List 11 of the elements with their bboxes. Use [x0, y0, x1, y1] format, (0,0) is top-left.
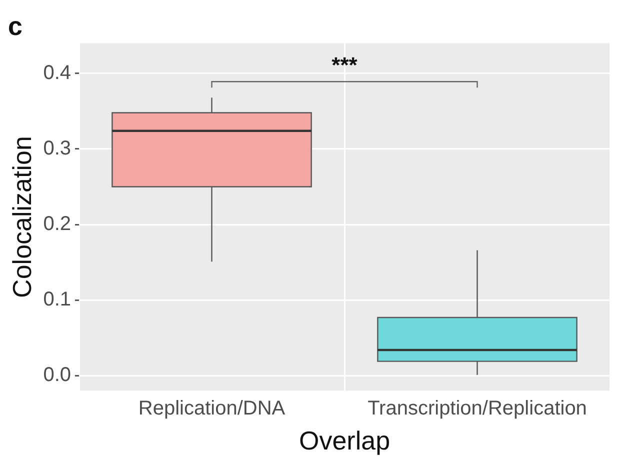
y-tick-label: 0.1: [43, 288, 72, 311]
x-tick-label: Transcription/Replication: [368, 397, 587, 420]
y-tick-label: 0.2: [43, 213, 72, 236]
x-axis-title: Overlap: [298, 426, 390, 456]
y-axis-title: Colocalization: [6, 136, 37, 298]
y-tick-label: 0.3: [43, 138, 72, 160]
y-tick-label: 0.4: [43, 62, 72, 84]
annotation: ***: [332, 52, 358, 78]
y-tick-label: 0.0: [43, 364, 72, 386]
x-tick-label: Replication/DNA: [138, 397, 286, 420]
chart-title: c: [8, 10, 22, 41]
